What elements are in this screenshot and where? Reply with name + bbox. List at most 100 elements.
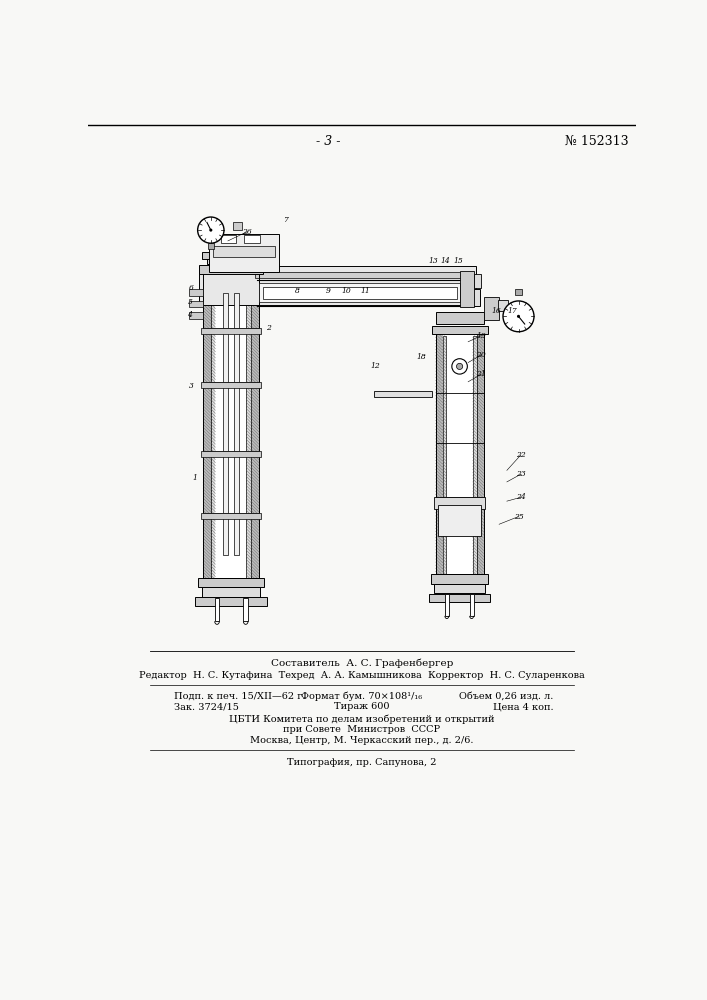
Text: 23: 23	[516, 470, 526, 478]
Text: 2: 2	[266, 324, 271, 332]
Text: 10: 10	[341, 287, 351, 295]
Text: 22: 22	[516, 451, 526, 459]
Text: Москва, Центр, М. Черкасский пер., д. 2/6.: Москва, Центр, М. Черкасский пер., д. 2/…	[250, 736, 474, 745]
Bar	[434, 497, 485, 509]
Text: Составитель  А. С. Графенбергер: Составитель А. С. Графенбергер	[271, 659, 453, 668]
Bar	[440, 513, 480, 524]
Bar	[215, 598, 219, 621]
Bar	[201, 587, 260, 597]
Bar	[223, 293, 228, 555]
Text: 14: 14	[440, 257, 450, 265]
Text: Тираж 600: Тираж 600	[334, 702, 390, 711]
Bar	[209, 234, 279, 272]
Text: 9: 9	[326, 287, 331, 295]
Bar	[373, 391, 432, 397]
Bar	[216, 286, 247, 578]
Text: 6: 6	[189, 284, 194, 292]
Bar	[195, 597, 267, 606]
Text: 17: 17	[508, 307, 518, 315]
Bar	[243, 598, 248, 621]
Text: Подп. к печ. 15/XII—62 г.: Подп. к печ. 15/XII—62 г.	[174, 691, 305, 700]
Bar	[443, 336, 446, 574]
Text: 18: 18	[416, 353, 426, 361]
Bar	[208, 243, 214, 249]
Circle shape	[503, 301, 534, 332]
Bar	[263, 287, 457, 299]
Bar	[213, 246, 275, 257]
Bar	[201, 382, 261, 388]
Text: 1: 1	[193, 474, 198, 482]
Bar	[199, 266, 476, 305]
Text: 19: 19	[477, 332, 486, 340]
Bar	[436, 312, 484, 324]
Bar	[498, 300, 508, 311]
Bar	[443, 328, 477, 574]
Text: при Совете  Министров  СССР: при Совете Министров СССР	[284, 725, 440, 734]
Bar	[199, 578, 264, 587]
Bar	[259, 283, 460, 302]
Bar	[189, 312, 203, 319]
Text: 4: 4	[187, 311, 192, 319]
Bar	[460, 271, 474, 307]
Text: Редактор  Н. С. Кутафина  Техред  А. А. Камышникова  Корректор  Н. С. Суларенков: Редактор Н. С. Кутафина Техред А. А. Кам…	[139, 671, 585, 680]
Bar	[255, 272, 472, 278]
Bar	[429, 594, 490, 602]
Text: 13: 13	[428, 257, 438, 265]
Text: 24: 24	[516, 493, 526, 501]
Bar	[211, 286, 216, 578]
Bar	[251, 270, 259, 578]
Circle shape	[209, 229, 212, 232]
Bar	[484, 297, 499, 320]
Bar	[234, 293, 239, 555]
Text: 5: 5	[187, 298, 192, 306]
Bar	[199, 265, 263, 274]
Bar	[515, 289, 522, 295]
Text: Зак. 3724/15: Зак. 3724/15	[174, 702, 238, 711]
Bar	[189, 301, 203, 307]
Bar	[477, 328, 484, 574]
Bar	[468, 292, 472, 302]
Text: 15: 15	[453, 257, 463, 265]
Text: Объем 0,26 изд. л.: Объем 0,26 изд. л.	[459, 691, 554, 700]
Bar	[436, 328, 484, 574]
Text: 8: 8	[296, 287, 300, 295]
Bar	[203, 270, 259, 578]
Bar	[473, 336, 477, 574]
Text: 16: 16	[492, 307, 502, 315]
Text: Цена 4 коп.: Цена 4 коп.	[493, 702, 554, 711]
Text: № 152313: № 152313	[565, 135, 629, 148]
Circle shape	[198, 217, 224, 243]
Circle shape	[517, 315, 520, 318]
Bar	[469, 594, 474, 616]
Bar	[474, 274, 481, 288]
Text: 3: 3	[189, 382, 194, 390]
Bar	[438, 505, 481, 536]
Bar	[201, 328, 261, 334]
Bar	[201, 513, 261, 519]
Circle shape	[457, 363, 462, 369]
Bar	[431, 574, 489, 584]
Bar	[468, 289, 480, 306]
Text: 21: 21	[477, 370, 486, 378]
Text: ЦБТИ Комитета по делам изобретений и открытий: ЦБТИ Комитета по делам изобретений и отк…	[229, 714, 495, 724]
Text: Типография, пр. Сапунова, 2: Типография, пр. Сапунова, 2	[287, 758, 437, 767]
Bar	[201, 252, 260, 259]
Bar	[445, 594, 449, 616]
Bar	[434, 584, 485, 593]
Text: - 3 -: - 3 -	[316, 135, 341, 148]
Text: 7: 7	[284, 216, 288, 224]
Bar	[221, 235, 236, 243]
Bar	[203, 270, 211, 578]
Text: 20: 20	[477, 351, 486, 359]
Circle shape	[452, 359, 467, 374]
Text: 12: 12	[370, 362, 380, 370]
Bar	[436, 328, 443, 574]
Text: 26: 26	[243, 228, 252, 236]
Bar	[244, 235, 259, 243]
Bar	[189, 289, 203, 296]
Bar	[247, 286, 251, 578]
Bar	[201, 451, 261, 457]
Text: 25: 25	[513, 513, 523, 521]
Text: 11: 11	[361, 287, 370, 295]
Bar	[233, 222, 242, 230]
